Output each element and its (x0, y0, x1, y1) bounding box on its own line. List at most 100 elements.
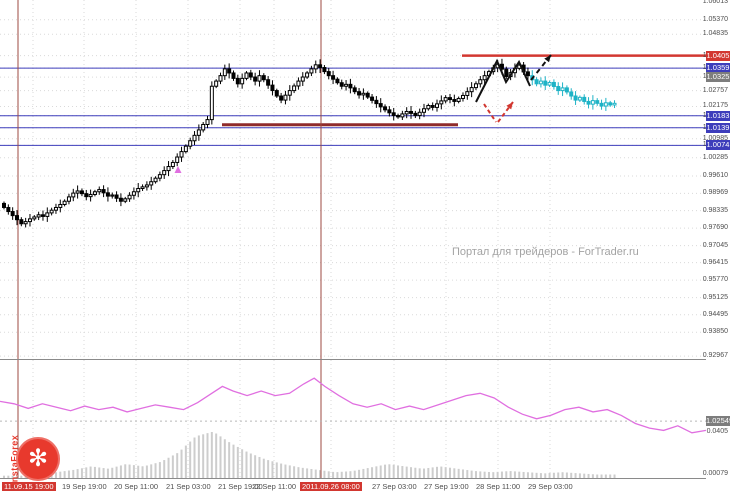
volume-bar (410, 467, 413, 478)
volume-bar (67, 470, 70, 478)
candle-body (196, 129, 201, 136)
volume-bar (509, 471, 512, 478)
candle-body (482, 75, 487, 81)
candle-body (439, 100, 444, 105)
price-level-badge[interactable]: 1.0074 (706, 140, 730, 151)
price-level-badge[interactable]: 1.0325 (706, 72, 730, 83)
candle-body (36, 214, 41, 218)
volume-bar (526, 472, 529, 478)
volume-bar (98, 467, 101, 478)
candle-body (478, 79, 483, 85)
volume-bar (461, 469, 464, 478)
volume-bar (349, 471, 352, 478)
volume-bar (457, 468, 460, 478)
time-axis-label: 28 Sep 11:00 (476, 482, 521, 491)
candle-body (209, 85, 214, 121)
volume-bar (513, 471, 516, 478)
volume-bar (375, 466, 378, 478)
price-level-badge[interactable]: 1.0405 (706, 50, 730, 61)
price-tick-label: 0.99610 (702, 172, 728, 180)
volume-bar (80, 468, 83, 478)
volume-bar (284, 464, 287, 478)
candle-body (127, 194, 132, 200)
candle-body (365, 92, 370, 98)
volume-bar (548, 473, 551, 478)
candle-body (14, 215, 19, 221)
price-tick-label: 0.92967 (702, 352, 728, 360)
candle-body (140, 186, 145, 189)
candle-body (218, 75, 223, 82)
volume-bar (132, 465, 135, 478)
price-tick-label: 0.97045 (702, 241, 728, 249)
volume-bar (353, 470, 356, 478)
volume-bar (275, 462, 278, 478)
indicator-line (0, 377, 707, 434)
volume-bar (145, 465, 148, 478)
volume-bar (414, 467, 417, 478)
time-highlight-label: 2011.09.26 08:00 (300, 482, 362, 491)
candle-body (201, 123, 206, 131)
candle-body (374, 99, 379, 105)
volume-bar (76, 469, 79, 478)
candle-body (257, 75, 262, 82)
candle-body (92, 191, 97, 195)
volume-bar (423, 468, 426, 478)
candle-body (326, 71, 331, 77)
volume-bar (63, 471, 66, 478)
candle-body (300, 76, 305, 82)
volume-bar (180, 449, 183, 478)
volume-bar (596, 474, 599, 478)
candle-body (101, 189, 106, 194)
candle-body (114, 194, 119, 199)
volume-bar (111, 467, 114, 478)
volume-bar (470, 470, 473, 478)
volume-bar (280, 463, 283, 478)
volume-bar (327, 471, 330, 478)
price-level-badge[interactable]: 1.0183 (706, 110, 730, 121)
volume-bar (7, 475, 10, 478)
volume-bar (85, 467, 88, 478)
volume-bar (189, 441, 192, 478)
candle-body (253, 76, 258, 82)
volume-bar (444, 467, 447, 478)
volume-bar (427, 467, 430, 478)
volume-bar (518, 471, 521, 478)
price-tick-label: 1.05370 (702, 15, 728, 23)
volume-bar (193, 437, 196, 478)
volume-bar (453, 468, 456, 478)
candle-body (205, 119, 210, 125)
volume-bar (288, 465, 291, 478)
candle-body (422, 108, 427, 113)
fractal-marker (174, 166, 182, 173)
volume-bar (487, 471, 490, 478)
volume-bar (332, 471, 335, 478)
candle-body (175, 156, 180, 163)
price-tick-label: 1.00985 (702, 134, 728, 142)
volume-bar (310, 469, 313, 478)
candle-body (430, 105, 435, 108)
candle-body (32, 216, 37, 220)
pullback-arrow[interactable] (483, 103, 497, 123)
forecast-candle-body (599, 102, 604, 107)
candle-body (244, 72, 249, 79)
candle-body (283, 94, 288, 101)
volume-bar (232, 444, 235, 478)
volume-bar (197, 435, 200, 478)
forecast-candle-body (573, 95, 578, 101)
price-tick-label: 0.95770 (702, 276, 728, 284)
price-level-badge[interactable]: 1.0139 (706, 122, 730, 133)
volume-bar (314, 469, 317, 478)
volume-bar (535, 472, 538, 478)
trend-zigzag[interactable] (475, 58, 531, 103)
candle-body (370, 96, 375, 101)
candle-body (292, 85, 297, 92)
volume-bar (11, 475, 14, 478)
candle-body (53, 206, 58, 211)
volume-bar (319, 470, 322, 478)
volume-bar (384, 464, 387, 478)
indicator-value-label: 0.00079 (702, 470, 728, 477)
price-level-badge[interactable]: 1.0359 (706, 63, 730, 74)
candle-body (153, 177, 158, 183)
time-axis-label: 21 Sep 03:00 (166, 482, 211, 491)
